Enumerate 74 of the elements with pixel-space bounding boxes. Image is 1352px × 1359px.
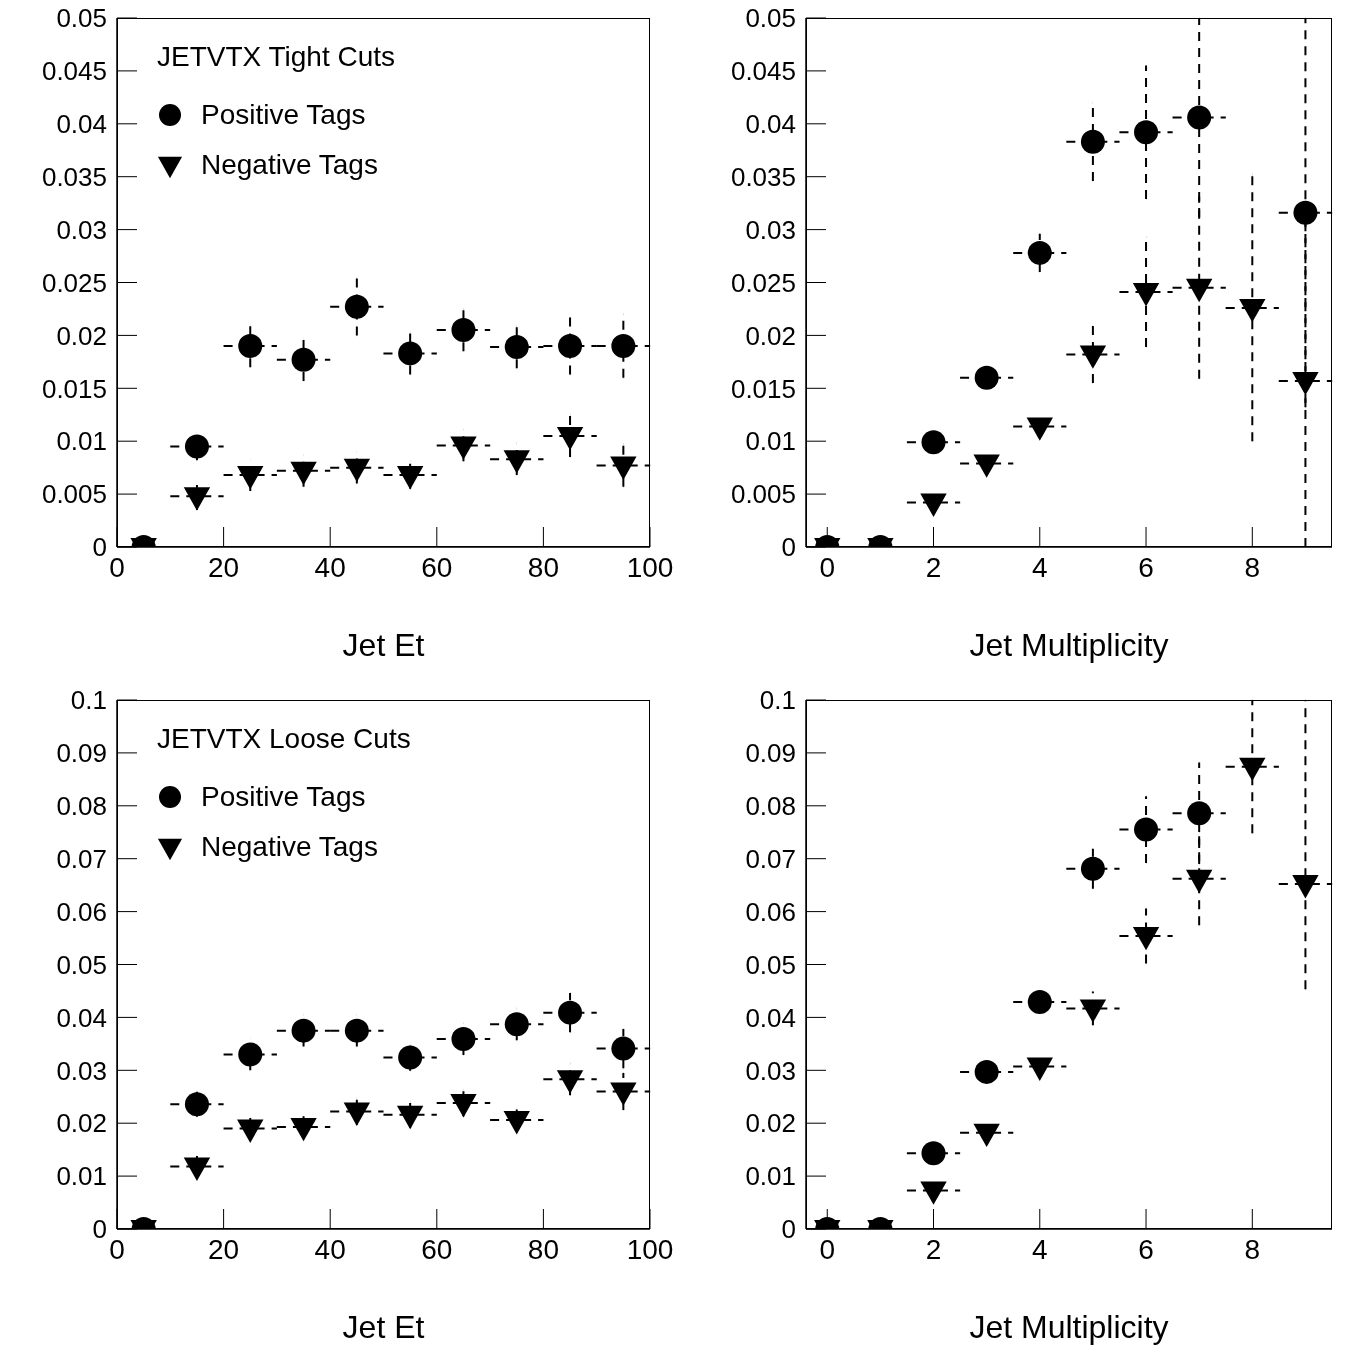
y-tick-label: 0.01 xyxy=(56,426,107,457)
x-tick-label: 60 xyxy=(421,551,453,583)
y-tick-label: 0.04 xyxy=(745,1002,796,1033)
y-tick-label: 0.07 xyxy=(745,843,796,874)
y-tick-label: 0.025 xyxy=(41,267,107,298)
y-tick-label: 0.09 xyxy=(745,738,796,769)
y-tick-label: 0.03 xyxy=(745,214,796,245)
y-tick-label: 0.035 xyxy=(41,161,107,192)
y-tick-label: 0.04 xyxy=(56,1002,107,1033)
y-tick-label: 0.03 xyxy=(745,1055,796,1086)
y-tick-label: 0.02 xyxy=(56,320,107,351)
x-tick-label: 80 xyxy=(527,1233,559,1265)
y-tick-label: 0.005 xyxy=(41,479,107,510)
y-tick-label: 0.09 xyxy=(56,738,107,769)
x-tick-label: 80 xyxy=(527,551,559,583)
y-tick-label: 0.04 xyxy=(56,109,107,140)
x-tick-label: 100 xyxy=(626,551,674,583)
x-tick-label: 20 xyxy=(208,551,240,583)
y-tick-label: 0.02 xyxy=(745,320,796,351)
x-axis-title: Jet Multiplicity xyxy=(969,1309,1169,1345)
y-tick-label: 0.045 xyxy=(730,56,796,87)
x-tick-label: 4 xyxy=(1031,1233,1048,1265)
x-tick-label: 6 xyxy=(1138,551,1154,583)
y-tick-label: 0.1 xyxy=(70,685,107,716)
y-tick-label: 0.04 xyxy=(745,109,796,140)
x-tick-label: 0 xyxy=(819,1233,836,1265)
legend-label: Negative Tags xyxy=(201,831,378,862)
y-tick-label: 0.02 xyxy=(745,1108,796,1139)
x-tick-label: 0 xyxy=(819,551,836,583)
legend-label: Negative Tags xyxy=(201,149,378,180)
y-tick-label: 0.01 xyxy=(745,426,796,457)
y-tick-label: 0.05 xyxy=(56,3,107,34)
y-tick-label: 0.015 xyxy=(730,373,796,404)
x-axis-title: Jet Multiplicity xyxy=(969,627,1169,663)
y-tick-label: 0 xyxy=(92,532,107,563)
y-tick-label: 0.05 xyxy=(56,949,107,980)
x-tick-label: 60 xyxy=(421,1233,453,1265)
legend-label: Positive Tags xyxy=(201,781,366,812)
x-tick-label: 20 xyxy=(208,1233,240,1265)
y-tick-label: 0.02 xyxy=(56,1108,107,1139)
legend-title: JETVTX Tight Cuts xyxy=(157,41,396,72)
x-tick-label: 8 xyxy=(1244,1233,1261,1265)
x-tick-label: 4 xyxy=(1031,551,1048,583)
x-axis-title: Jet Et xyxy=(342,1309,425,1345)
y-tick-label: 0.08 xyxy=(745,791,796,822)
y-tick-label: 0.015 xyxy=(41,373,107,404)
y-tick-label: 0 xyxy=(92,1214,107,1245)
x-tick-label: 2 xyxy=(925,551,942,583)
y-tick-label: 0.05 xyxy=(745,3,796,34)
legend-label: Positive Tags xyxy=(201,99,366,130)
y-tick-label: 0.08 xyxy=(56,791,107,822)
y-tick-label: 0.03 xyxy=(56,214,107,245)
y-tick-label: 0.1 xyxy=(759,685,796,716)
x-tick-label: 2 xyxy=(925,1233,942,1265)
x-tick-label: 100 xyxy=(626,1233,674,1265)
y-tick-label: 0.01 xyxy=(745,1161,796,1192)
y-tick-label: 0.025 xyxy=(730,267,796,298)
x-tick-label: 40 xyxy=(314,1233,346,1265)
x-axis-title: Jet Et xyxy=(342,627,425,663)
legend-title: JETVTX Loose Cuts xyxy=(157,723,411,754)
y-tick-label: 0.06 xyxy=(56,896,107,927)
x-tick-label: 40 xyxy=(314,551,346,583)
y-tick-label: 0.035 xyxy=(730,161,796,192)
y-tick-label: 0.045 xyxy=(41,56,107,87)
y-tick-label: 0.07 xyxy=(56,843,107,874)
y-tick-label: 0 xyxy=(781,532,796,563)
x-tick-label: 6 xyxy=(1138,1233,1154,1265)
x-tick-label: 8 xyxy=(1244,551,1261,583)
y-tick-label: 0.005 xyxy=(730,479,796,510)
y-tick-label: 0 xyxy=(781,1214,796,1245)
y-tick-label: 0.05 xyxy=(745,949,796,980)
y-tick-label: 0.06 xyxy=(745,896,796,927)
y-tick-label: 0.03 xyxy=(56,1055,107,1086)
y-tick-label: 0.01 xyxy=(56,1161,107,1192)
